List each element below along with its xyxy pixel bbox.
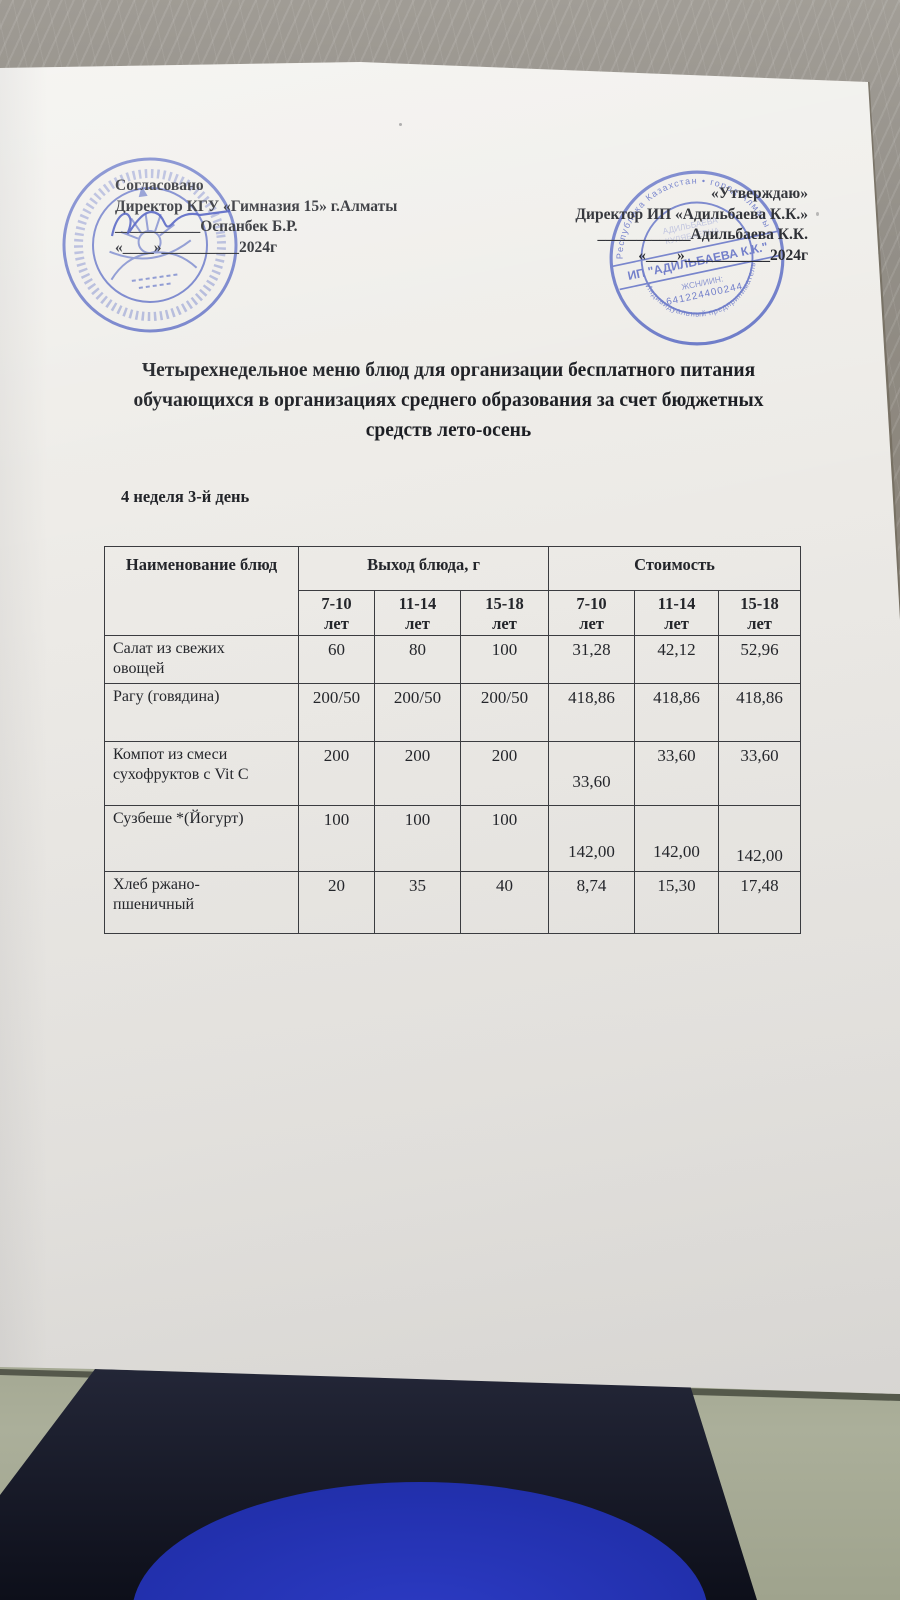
table-header-groups: Наименование блюд Выход блюда, г Стоимос… (104, 546, 802, 636)
paper-speck (399, 123, 402, 126)
age-col-header: 11-14 лет (634, 590, 720, 636)
cost-value-cell: 418,86 (548, 683, 636, 742)
paper-speck (816, 212, 819, 216)
approved-label: «Утверждаю» (710, 185, 808, 202)
cost-value-cell: 8,74 (548, 871, 636, 934)
cost-value-cell: 17,48 (718, 871, 802, 934)
week-day-label: 4 неделя 3-й день (121, 487, 250, 506)
output-value-cell: 100 (459, 635, 550, 684)
output-value-cell: 100 (374, 805, 461, 872)
output-value-cell: 200/50 (374, 683, 461, 742)
title-line-3: средств лето-осень (365, 420, 532, 441)
cost-value-cell: 33,60 (634, 741, 720, 806)
kazakhstan-emblem-icon (109, 186, 198, 289)
output-value-cell: 20 (298, 871, 375, 934)
cost-value-cell: 42,12 (634, 635, 720, 684)
cost-value-cell: 418,86 (634, 683, 720, 742)
title-line-2: обучающихся в организациях среднего обра… (133, 390, 764, 411)
output-value-cell: 40 (459, 871, 550, 934)
output-value-cell: 200 (459, 741, 550, 806)
director-ip-line: Директор ИП «Адильбаева К.К.» (575, 205, 808, 223)
output-value-cell: 100 (459, 805, 550, 872)
director-school-line: Директор КГУ «Гимназия 15» г.Алматы (115, 197, 398, 215)
cost-value-cell: 142,00 (718, 805, 802, 872)
age-col-header: 11-14 лет (374, 590, 461, 636)
ip-director-name: ____________Адильбаева К.К. (597, 226, 808, 243)
output-value-cell: 60 (298, 635, 375, 684)
gymnasium-round-stamp (62, 157, 238, 333)
cost-value-cell: 418,86 (718, 683, 802, 742)
col-header-dish-name: Наименование блюд (104, 546, 299, 636)
date-line-right: «____»___________2024г (638, 246, 808, 264)
cost-value-cell: 33,60 (718, 741, 802, 806)
ip-adilbaeva-round-stamp: Республика Казахстан • город Алматы Инди… (601, 161, 785, 346)
output-value-cell: 200 (298, 741, 375, 806)
school-director-name: ___________Оспанбек Б.Р. (115, 218, 298, 235)
table-row: Сузбеше *(Йогурт) 100 100 100 142,00 142,00 14… (104, 805, 802, 872)
dish-name-cell: Сузбеше *(Йогурт) (104, 805, 299, 872)
cost-value-cell: 31,28 (548, 635, 636, 684)
cost-value-cell: 15,30 (634, 871, 720, 934)
age-col-header: 15-18 лет (459, 590, 550, 636)
output-value-cell: 100 (298, 805, 375, 872)
paper-right-edge-shadow (866, 81, 900, 621)
table-row: Хлеб ржано-пшеничный 20 35 40 8,74 15,30 17,48 (104, 871, 802, 934)
agreed-label: Согласовано (115, 177, 204, 194)
menu-table: Наименование блюд Выход блюда, г Стоимос… (104, 546, 802, 934)
output-value-cell: 80 (374, 635, 461, 684)
col-group-cost: Стоимость (548, 546, 802, 591)
dish-name-cell: Рагу (говядина) (104, 683, 299, 742)
age-col-header: 7-10 лет (298, 590, 375, 636)
cost-value-cell: 52,96 (718, 635, 802, 684)
age-col-header: 15-18 лет (718, 590, 802, 636)
title-line-1: Четырехнедельное меню блюд для организац… (141, 360, 756, 381)
output-value-cell: 200/50 (298, 683, 375, 742)
menu-table-body: Салат из свежих овощей 60 80 100 31,28 42,12 5… (104, 635, 802, 934)
table-row: Салат из свежих овощей 60 80 100 31,28 42,12 5… (104, 635, 802, 684)
age-col-header: 7-10 лет (548, 590, 636, 636)
output-value-cell: 200 (374, 741, 461, 806)
document-title: Четырехнедельное меню блюд для организац… (100, 356, 797, 446)
table-row: Компот из смеси сухофруктов с Vit C 200 20… (104, 741, 802, 806)
table-row: Рагу (говядина) 200/50 200/50 200/50 418,86 4… (104, 683, 802, 742)
output-value-cell: 200/50 (459, 683, 550, 742)
dish-name-cell: Хлеб ржано-пшеничный (104, 871, 299, 934)
table-header-ages: 7-10 лет 11-14 лет 15-18 лет 7-10 лет 11-14 л… (105, 590, 802, 636)
output-value-cell: 35 (374, 871, 461, 934)
dish-name-cell: Салат из свежих овощей (104, 635, 299, 684)
approval-block-right: «Утверждаю» Директор ИП «Адильбаева К.К.… (512, 184, 808, 266)
cost-value-cell: 142,00 (548, 805, 636, 872)
signature-scribble (110, 209, 231, 237)
cost-value-cell: 33,60 (548, 741, 636, 806)
cost-value-cell: 142,00 (634, 805, 720, 872)
blue-fabric-highlight (133, 1482, 707, 1600)
date-line-left: «____»__________2024г (115, 238, 278, 256)
col-group-output: Выход блюда, г (297, 546, 550, 591)
dish-name-cell: Компот из смеси сухофруктов с Vit C (104, 741, 299, 806)
approval-block-left: Согласовано Директор КГУ «Гимназия 15» г… (115, 176, 455, 258)
